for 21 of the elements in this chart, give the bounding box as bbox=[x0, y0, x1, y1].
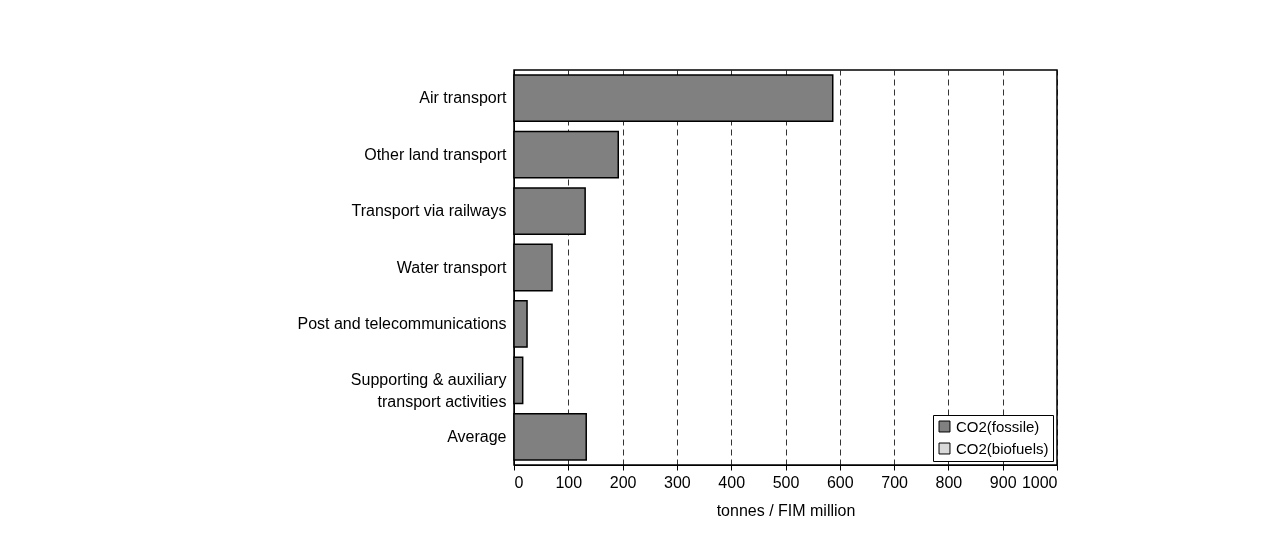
y-tick-label: Supporting & auxiliary transport activities bbox=[350, 371, 507, 411]
x-tick-label: 100 bbox=[555, 473, 583, 491]
x-tick-label: 1000 bbox=[1021, 473, 1058, 491]
legend-label: CO2(biofuels) bbox=[956, 439, 1049, 457]
x-tick-label: 0 bbox=[514, 473, 524, 491]
x-axis-title: tonnes / FIM million bbox=[716, 501, 856, 519]
y-tick-label: Water transport bbox=[396, 258, 508, 276]
x-tick-label: 400 bbox=[718, 473, 746, 491]
y-tick-label: Post and telecommunications bbox=[297, 314, 507, 332]
y-tick-label: Transport via railways bbox=[351, 202, 507, 220]
x-tick-label: 500 bbox=[772, 473, 800, 491]
x-tick-label: 300 bbox=[664, 473, 691, 491]
x-tick-label: 900 bbox=[989, 473, 1017, 491]
x-tick-label: 200 bbox=[609, 473, 637, 491]
y-tick-label: Air transport bbox=[419, 89, 508, 107]
legend-label: CO2(fossile) bbox=[956, 417, 1040, 435]
x-tick-label: 700 bbox=[881, 473, 909, 491]
x-tick-label: 800 bbox=[935, 473, 963, 491]
x-tick-label: 600 bbox=[826, 473, 854, 491]
y-tick-label: Average bbox=[447, 427, 507, 445]
y-tick-label: Other land transport bbox=[364, 145, 508, 163]
